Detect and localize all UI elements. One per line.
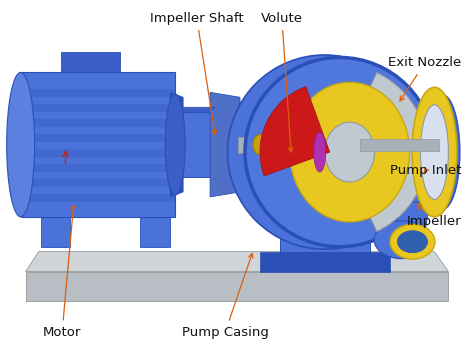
Text: Impeller Shaft: Impeller Shaft bbox=[150, 12, 244, 135]
Ellipse shape bbox=[253, 135, 267, 154]
Polygon shape bbox=[140, 212, 170, 247]
Wedge shape bbox=[260, 86, 330, 176]
Polygon shape bbox=[61, 52, 120, 73]
Polygon shape bbox=[210, 92, 240, 197]
Ellipse shape bbox=[290, 82, 410, 222]
Polygon shape bbox=[21, 149, 175, 157]
Text: Volute: Volute bbox=[261, 12, 303, 152]
Polygon shape bbox=[280, 202, 370, 252]
Polygon shape bbox=[240, 102, 290, 187]
Polygon shape bbox=[21, 134, 175, 142]
Text: Pump Casing: Pump Casing bbox=[182, 253, 269, 339]
Text: Pump Inlet: Pump Inlet bbox=[390, 163, 462, 177]
Polygon shape bbox=[175, 107, 215, 112]
Ellipse shape bbox=[314, 132, 326, 172]
Text: Motor: Motor bbox=[43, 205, 82, 339]
Polygon shape bbox=[238, 137, 310, 153]
Ellipse shape bbox=[165, 94, 185, 195]
Ellipse shape bbox=[325, 122, 374, 182]
Polygon shape bbox=[21, 194, 175, 202]
Ellipse shape bbox=[412, 87, 457, 217]
Polygon shape bbox=[21, 89, 175, 97]
Polygon shape bbox=[21, 179, 175, 187]
Polygon shape bbox=[175, 112, 210, 177]
Ellipse shape bbox=[425, 95, 460, 209]
Polygon shape bbox=[21, 73, 175, 217]
Ellipse shape bbox=[390, 224, 435, 259]
Polygon shape bbox=[260, 252, 390, 272]
Polygon shape bbox=[21, 104, 175, 112]
Text: Exit Nozzle: Exit Nozzle bbox=[388, 57, 462, 101]
Ellipse shape bbox=[374, 221, 429, 259]
Polygon shape bbox=[26, 252, 448, 272]
Polygon shape bbox=[170, 92, 183, 197]
Ellipse shape bbox=[398, 231, 428, 253]
Ellipse shape bbox=[245, 58, 434, 247]
Ellipse shape bbox=[228, 55, 422, 249]
Text: Impeller: Impeller bbox=[407, 204, 462, 228]
Wedge shape bbox=[340, 73, 428, 231]
Ellipse shape bbox=[420, 105, 448, 200]
Polygon shape bbox=[41, 212, 71, 247]
Polygon shape bbox=[394, 202, 429, 237]
Polygon shape bbox=[21, 164, 175, 172]
Ellipse shape bbox=[7, 73, 35, 217]
Polygon shape bbox=[21, 119, 175, 127]
Polygon shape bbox=[26, 272, 448, 302]
Polygon shape bbox=[360, 139, 439, 151]
